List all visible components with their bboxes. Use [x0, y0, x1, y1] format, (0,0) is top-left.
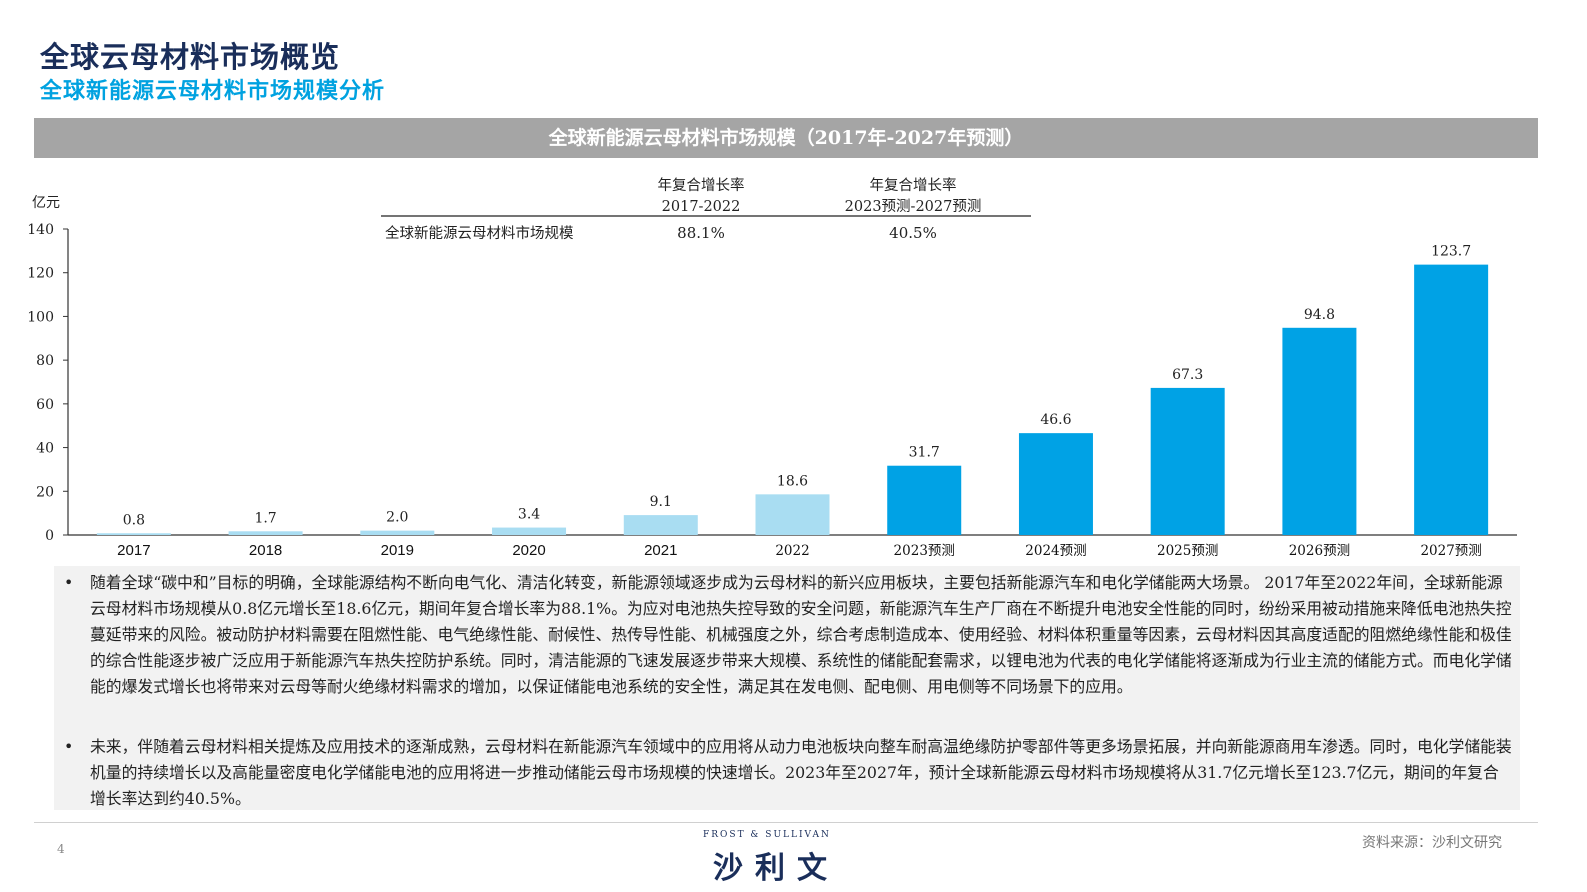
data-label: 46.6: [1040, 412, 1071, 428]
x-tick-label: 2026预测: [1289, 543, 1350, 559]
footer-divider: [34, 822, 1538, 823]
x-tick-label: 2020: [512, 542, 545, 559]
x-tick-label: 2021: [644, 542, 677, 559]
cagr-column-header: 2023预测-2027预测: [845, 198, 982, 215]
bar-chart: 亿元 0 20 40 60 80 100 120 140 0.8 2017 1.7 2018 2.0 201…: [27, 176, 1517, 559]
y-tick-label: 120: [27, 266, 54, 282]
x-tick-label: 2025预测: [1157, 543, 1218, 559]
bar-2021: [623, 515, 698, 535]
data-label: 123.7: [1431, 244, 1471, 260]
data-label: 9.1: [650, 494, 672, 510]
logo: 沙利文: [713, 851, 839, 886]
x-tick-label: 2022: [775, 543, 809, 559]
y-tick-label: 60: [36, 397, 54, 413]
bar-2027预测: [1414, 264, 1489, 535]
x-tick-label: 2024预测: [1025, 543, 1086, 559]
cagr-column-header: 2017-2022: [662, 199, 741, 215]
data-label: 1.7: [254, 510, 276, 526]
bar-2018: [228, 531, 303, 535]
bar-2023预测: [887, 465, 962, 535]
bar-2026预测: [1282, 327, 1357, 535]
x-tick-label: 2019: [381, 542, 414, 559]
page-number: 4: [57, 842, 65, 856]
bar-2020: [492, 527, 567, 535]
bullet-box: • 随着全球“碳中和”目标的明确，全球能源结构不断向电气化、清洁化转变，新能源领…: [54, 566, 1520, 810]
bullet-text: 未来，伴随着云母材料相关提炼及应用技术的逐渐成熟，云母材料在新能源汽车领域中的应…: [90, 737, 1512, 808]
source-note: 资料来源：沙利文研究: [1362, 835, 1502, 851]
x-tick-label: 2018: [249, 542, 282, 559]
data-label: 31.7: [909, 445, 940, 461]
cagr-column-header: 年复合增长率: [870, 176, 957, 194]
bullet-dot-icon: •: [64, 737, 74, 756]
x-tick-label: 2017: [117, 542, 150, 559]
page-title: 全球云母材料市场概览: [40, 40, 341, 74]
cagr-value: 40.5%: [889, 224, 937, 242]
y-axis-label: 亿元: [32, 195, 60, 211]
y-tick-label: 80: [36, 353, 54, 369]
x-tick-label: 2027预测: [1420, 543, 1481, 559]
bullet-dot-icon: •: [64, 573, 74, 592]
data-label: 67.3: [1172, 367, 1203, 383]
bar-2022: [755, 494, 830, 535]
cagr-value: 88.1%: [677, 224, 725, 242]
cagr-row-label: 全球新能源云母材料市场规模: [385, 224, 574, 242]
data-label: 3.4: [518, 507, 540, 523]
x-tick-label: 2023预测: [894, 543, 955, 559]
data-label: 0.8: [123, 512, 145, 528]
cagr-column-header: 年复合增长率: [658, 176, 745, 194]
page-subtitle: 全球新能源云母材料市场规模分析: [40, 79, 386, 104]
y-tick-label: 20: [36, 484, 54, 500]
bar-2019: [360, 530, 435, 535]
y-tick-label: 100: [27, 309, 54, 325]
logo-caption: FROST & SULLIVAN: [703, 830, 831, 840]
bullet-item-1: • 随着全球“碳中和”目标的明确，全球能源结构不断向电气化、清洁化转变，新能源领…: [64, 570, 1514, 700]
data-label: 94.8: [1304, 307, 1335, 323]
y-tick-label: 0: [45, 528, 54, 544]
y-tick-label: 140: [27, 222, 54, 238]
bullet-item-2: • 未来，伴随着云母材料相关提炼及应用技术的逐渐成熟，云母材料在新能源汽车领域中…: [64, 734, 1514, 812]
bar-2017: [96, 533, 171, 535]
data-label: 18.6: [777, 473, 808, 489]
data-label: 2.0: [386, 510, 408, 526]
y-tick-label: 40: [36, 441, 54, 457]
bar-2024预测: [1018, 433, 1093, 535]
chart-title: 全球新能源云母材料市场规模（2017年-2027年预测）: [34, 118, 1538, 158]
bullet-text: 随着全球“碳中和”目标的明确，全球能源结构不断向电气化、清洁化转变，新能源领域逐…: [90, 573, 1512, 696]
bar-2025预测: [1150, 387, 1225, 535]
